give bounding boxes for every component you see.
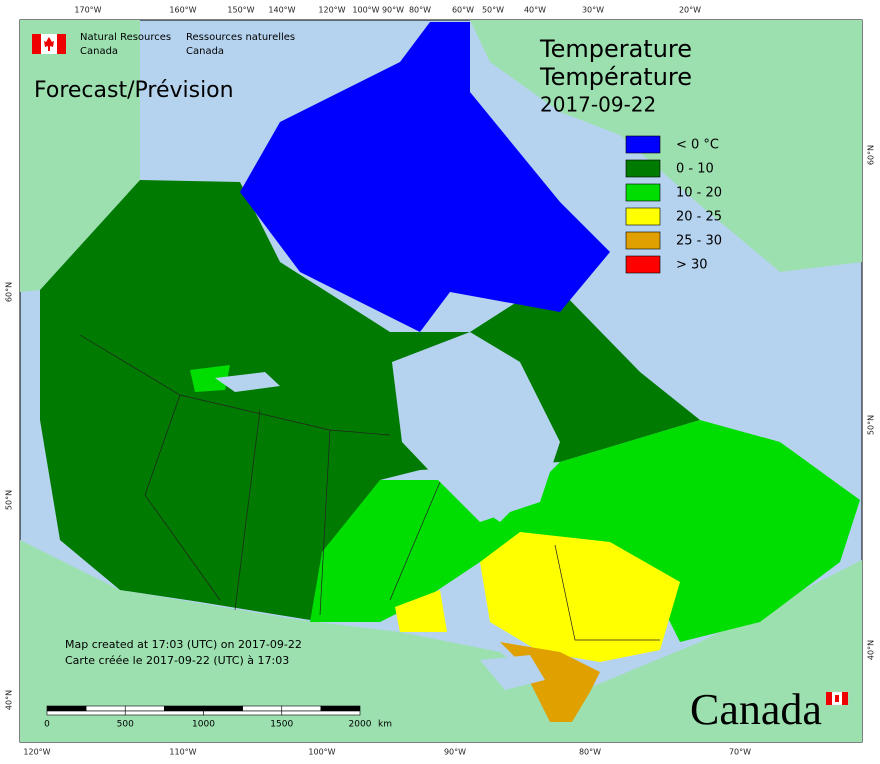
united-states [20, 540, 862, 742]
alaska [20, 20, 140, 292]
agency-fr: Canada [186, 46, 224, 57]
zone [395, 590, 447, 632]
legend-label: 25 - 30 [676, 234, 722, 249]
legend-swatch [625, 231, 661, 250]
scale-bar: 0 500 1000 1500 2000 km [44, 705, 392, 730]
scale-label: 0 [44, 720, 50, 730]
title: Température [539, 63, 692, 91]
scale-segment [320, 705, 361, 712]
legend-swatch [625, 207, 661, 226]
legend-label: 20 - 25 [676, 210, 722, 225]
date: 2017-09-22 [540, 93, 656, 117]
scale-segment [124, 705, 165, 712]
zone [280, 120, 360, 170]
footer: Map created at 17:03 (UTC) on 2017-09-22 [65, 638, 302, 651]
legend-label: 0 - 10 [676, 162, 714, 177]
agency-signature: Natural Resources Canada Ressources natu… [32, 32, 295, 57]
zone [310, 420, 860, 642]
flag-bar [826, 692, 832, 705]
scale-label: 2000 [349, 720, 372, 730]
subtitle: Forecast/Prévision [34, 78, 234, 103]
border [234, 409, 261, 611]
graticule-label: 100°W [352, 6, 379, 15]
agency-en: Natural Resources [80, 32, 171, 43]
scale-segment [281, 710, 361, 716]
scale-segment [124, 710, 204, 716]
flag-leaf [835, 695, 839, 702]
scale-unit: km [378, 720, 392, 730]
border [144, 394, 221, 601]
graticule-label: 50°N [5, 490, 14, 510]
wordmark: Canada [690, 685, 849, 734]
graticule-label: 140°W [268, 6, 295, 15]
footer: Carte créée le 2017-09-22 (UTC) à 17:03 [65, 654, 289, 667]
flag-leaf [44, 37, 54, 51]
zone [40, 180, 700, 620]
graticule-label: 40°W [524, 6, 546, 15]
graticule-labels: 170°W 160°W 150°W 140°W 120°W 100°W 90°W 80°W 60… [5, 6, 876, 757]
graticule-label: 150°W [227, 6, 254, 15]
legend-swatch [625, 159, 661, 178]
graticule-label: 110°W [169, 748, 196, 757]
graticule-label: 160°W [169, 6, 196, 15]
scale-segment [242, 705, 283, 712]
graticule-label: 90°W [382, 6, 404, 15]
agency-fr: Ressources naturelles [186, 32, 295, 43]
graticule-label: 170°W [74, 6, 101, 15]
graticule-label: 120°W [23, 748, 50, 757]
graticule-label: 90°W [444, 748, 466, 757]
scale-segment [281, 705, 322, 712]
flag-bar [32, 34, 41, 54]
legend-label: < 0 °C [676, 138, 719, 153]
scale-segment [164, 705, 204, 712]
legend: < 0 °C 0 - 10 10 - 20 20 - 25 25 - 30 > 30 [625, 135, 722, 274]
scale-segment [85, 705, 126, 712]
border [319, 429, 331, 616]
graticule-label: 120°W [318, 6, 345, 15]
title: Temperature [539, 35, 692, 63]
scale-segment [46, 705, 87, 712]
wordmark-text: Canada [690, 685, 822, 734]
legend-swatch [625, 135, 661, 154]
legend-label: 10 - 20 [676, 186, 722, 201]
scale-segment [46, 710, 126, 716]
flag-bar [842, 692, 848, 705]
flag-bar [57, 34, 66, 54]
graticule-label: 60°W [452, 6, 474, 15]
graticule-label: 60°N [5, 282, 14, 302]
scale-label: 1000 [192, 720, 215, 730]
border [554, 544, 660, 641]
graticule-label: 60°N [867, 145, 876, 165]
agency-en: Canada [80, 46, 118, 57]
great-slave-lake [215, 372, 280, 392]
great-lakes [480, 655, 545, 690]
graticule-label: 80°W [579, 748, 601, 757]
graticule-label: 70°W [729, 748, 751, 757]
border [79, 334, 391, 436]
land [20, 20, 862, 742]
graticule-label: 30°W [582, 6, 604, 15]
legend-swatch [625, 255, 661, 274]
zone [480, 532, 680, 662]
scale-label: 1500 [270, 720, 293, 730]
legend-label: > 30 [676, 258, 708, 273]
scale-segment [203, 705, 243, 712]
scale-segment [203, 710, 283, 716]
graticule-label: 50°W [482, 6, 504, 15]
graticule-label: 80°W [409, 6, 431, 15]
hudson-bay [392, 332, 560, 522]
scale-label: 500 [117, 720, 134, 730]
zone [190, 365, 230, 392]
graticule-label: 40°N [867, 640, 876, 660]
greenland [470, 20, 862, 272]
graticule-label: 40°N [5, 690, 14, 710]
legend-swatch [625, 183, 661, 202]
graticule-label: 100°W [308, 748, 335, 757]
graticule-label: 50°N [867, 415, 876, 435]
graticule-label: 20°W [679, 6, 701, 15]
border [389, 481, 441, 601]
zone [240, 22, 610, 332]
